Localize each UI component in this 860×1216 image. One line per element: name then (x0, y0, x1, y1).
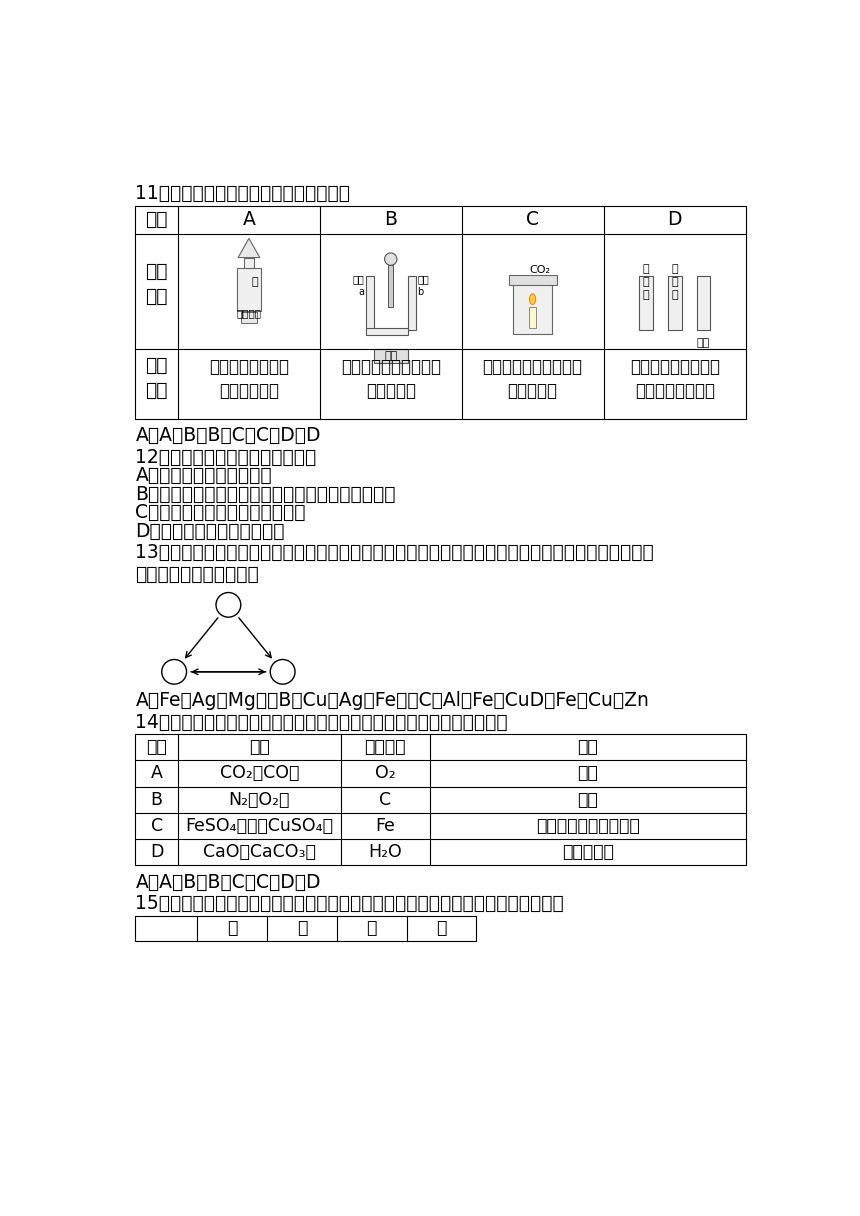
Text: 点燃: 点燃 (578, 765, 599, 782)
Text: 铁钉: 铁钉 (697, 338, 710, 348)
Text: 选项: 选项 (146, 738, 167, 756)
Text: C: C (379, 790, 391, 809)
Bar (135, 206, 746, 418)
Text: 14．下列除杂设计（括号内为杂质）所选用试剂和操作正确的是（　　）: 14．下列除杂设计（括号内为杂质）所选用试剂和操作正确的是（ ） (135, 713, 508, 732)
Text: 乙: 乙 (224, 596, 233, 614)
Text: 11．下列实验设计能达到目的是（　　）: 11．下列实验设计能达到目的是（ ） (135, 185, 350, 203)
Text: CO₂: CO₂ (530, 265, 551, 275)
Bar (374, 349, 408, 364)
Text: 乙、丙不可能为（　　）: 乙、丙不可能为（ ） (135, 564, 259, 584)
Bar (237, 269, 261, 311)
Text: 实验
设计: 实验 设计 (145, 261, 168, 305)
Text: 证明水是由氢元素和氧
元素组成的: 证明水是由氢元素和氧 元素组成的 (341, 359, 441, 400)
Text: D: D (150, 843, 163, 861)
Text: 加水，搅拌: 加水，搅拌 (562, 843, 614, 861)
Text: 操作: 操作 (578, 738, 599, 756)
Bar (508, 275, 556, 286)
Bar (513, 283, 552, 334)
Text: A．Fe、Ag、Mg　　B．Cu、Ag、Fe　　C．Al、Fe、CuD．Fe、Cu、Zn: A．Fe、Ag、Mg B．Cu、Ag、Fe C．Al、Fe、CuD．Fe、Cu、… (135, 691, 649, 710)
Circle shape (216, 592, 241, 618)
Ellipse shape (530, 294, 536, 304)
Text: A: A (243, 210, 255, 230)
Bar (408, 276, 415, 330)
Text: CaO（CaCO₃）: CaO（CaCO₃） (203, 843, 316, 861)
Text: 证明铁生锈是水和氧
气共同作用的结果: 证明铁生锈是水和氧 气共同作用的结果 (630, 359, 720, 400)
Bar (241, 313, 256, 323)
Text: 活塞
b: 活塞 b (417, 274, 429, 297)
Circle shape (384, 253, 397, 265)
Bar (366, 276, 374, 330)
Text: C: C (526, 210, 539, 230)
Text: 水: 水 (252, 277, 259, 287)
Text: D: D (667, 210, 682, 230)
Circle shape (162, 659, 187, 685)
Text: N₂（O₂）: N₂（O₂） (229, 790, 290, 809)
Text: 丙: 丙 (278, 663, 287, 681)
Text: A: A (150, 765, 163, 782)
Text: 丁: 丁 (436, 919, 446, 938)
Text: B: B (150, 790, 163, 809)
Text: CO₂（CO）: CO₂（CO） (219, 765, 299, 782)
Text: 植
物
油: 植 物 油 (642, 264, 649, 300)
Text: 甲: 甲 (227, 919, 237, 938)
Text: 证明二氧化碳与水
反应生成碳酸: 证明二氧化碳与水 反应生成碳酸 (209, 359, 289, 400)
Text: A．A　B．B　C．C　D．D: A．A B．B C．C D．D (135, 873, 321, 891)
Text: C．生石灰可作袋装食品的干燥剂: C．生石灰可作袋装食品的干燥剂 (135, 503, 306, 522)
Text: C: C (150, 817, 163, 835)
Text: B．加了洗涤剂的水通过乳化作用除去衣服上的油污: B．加了洗涤剂的水通过乳化作用除去衣服上的油污 (135, 485, 396, 503)
Text: 电源: 电源 (384, 351, 397, 361)
Circle shape (270, 659, 295, 685)
Text: 丙: 丙 (366, 919, 377, 938)
Text: Fe: Fe (376, 817, 396, 835)
Polygon shape (238, 238, 260, 258)
Text: 活塞
a: 活塞 a (353, 274, 365, 297)
Bar (135, 734, 746, 865)
Bar (529, 306, 537, 328)
Text: 13．现有甲、乙、丙三种金属，通过某些实验得到三种金属间的转化关系（如图所示）．据图推测甲、: 13．现有甲、乙、丙三种金属，通过某些实验得到三种金属间的转化关系（如图所示）．… (135, 544, 654, 562)
Text: 蒸
馏
水: 蒸 馏 水 (672, 264, 679, 300)
Bar (389, 265, 393, 306)
Bar (639, 276, 653, 330)
Bar (697, 276, 710, 330)
Text: D．钨丝的熔点高可作保险丝: D．钨丝的熔点高可作保险丝 (135, 522, 285, 541)
Text: 实验
目的: 实验 目的 (145, 356, 168, 400)
Text: 15．如图中连线两端的物质可以相互反应，下列四个选项中，符合要求的是（　　）: 15．如图中连线两端的物质可以相互反应，下列四个选项中，符合要求的是（ ） (135, 894, 564, 913)
Text: 乙: 乙 (297, 919, 307, 938)
Text: 甲: 甲 (169, 663, 179, 681)
Text: 二氧化碳: 二氧化碳 (237, 308, 261, 319)
Text: B: B (384, 210, 397, 230)
Text: A．活性炭可作冰箱除味剂: A．活性炭可作冰箱除味剂 (135, 466, 272, 485)
Text: H₂O: H₂O (368, 843, 402, 861)
Text: 只能证明二氧化碳的密
度比空气大: 只能证明二氧化碳的密 度比空气大 (482, 359, 582, 400)
Text: A．A　B．B　C．C　D．D: A．A B．B C．C D．D (135, 426, 321, 445)
Text: FeSO₄溶液（CuSO₄）: FeSO₄溶液（CuSO₄） (186, 817, 334, 835)
Text: O₂: O₂ (375, 765, 396, 782)
Bar (366, 328, 408, 334)
Text: 12．下列说法不正确的是（　　）: 12．下列说法不正确的是（ ） (135, 447, 316, 467)
Text: 加入过量的试剂，过滤: 加入过量的试剂，过滤 (536, 817, 640, 835)
Text: 选用试剂: 选用试剂 (365, 738, 406, 756)
Text: 选项: 选项 (145, 210, 168, 230)
Text: 点燃: 点燃 (578, 790, 599, 809)
Text: 物质: 物质 (249, 738, 270, 756)
Bar (135, 916, 476, 940)
Bar (668, 276, 682, 330)
Bar (243, 258, 255, 269)
